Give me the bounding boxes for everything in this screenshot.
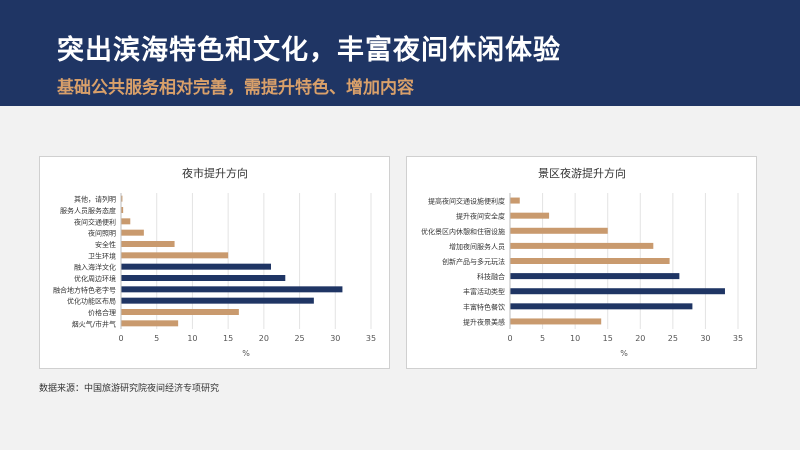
night-market-bar <box>121 263 271 270</box>
scenic-night-tour-category-label: 提升夜景美感 <box>463 317 505 326</box>
page-subtitle: 基础公共服务相对完善，需提升特色、增加内容 <box>57 78 414 98</box>
night-market-bar <box>121 241 175 247</box>
night-market-category-label: 烟火气/市井气 <box>72 319 116 328</box>
night-market-category-label: 夜间照明 <box>88 229 116 238</box>
scenic-night-tour-x-tick-label: 0 <box>507 334 512 343</box>
scenic-night-tour-x-tick-label: 25 <box>668 334 678 343</box>
scenic-night-tour-bar <box>510 212 550 219</box>
scenic-night-tour-category-label: 提升夜间安全度 <box>456 212 505 221</box>
night-market-chart-panel: 夜市提升方向 0 5 10 15 20 25 30 35% 其他，请列明服务人员服务态度夜间交通便… <box>39 156 390 369</box>
scenic-night-tour-chart: 景区夜游提升方向 0 5 10 15 20 25 30 35% 提高夜间交通设施便利度提升夜间安全… <box>421 166 743 358</box>
scenic-night-tour-bar <box>510 273 680 280</box>
scenic-night-tour-category-label: 科技融合 <box>477 272 505 281</box>
scenic-night-tour-bar <box>510 227 608 234</box>
night-market-x-tick-label: 35 <box>366 334 376 343</box>
night-market-bar <box>121 207 124 213</box>
scenic-night-tour-category-label: 优化景区内休憩和住宿设施 <box>421 227 505 236</box>
scenic-night-tour-x-tick-label: 30 <box>700 334 710 343</box>
scenic-night-tour-x-tick-label: 5 <box>540 334 545 343</box>
night-market-bar <box>121 229 144 236</box>
night-market-category-label: 安全性 <box>95 240 116 249</box>
night-market-x-tick-label: 25 <box>294 334 304 343</box>
night-market-x-tick-label: 15 <box>223 334 233 343</box>
night-market-bar <box>121 297 314 304</box>
night-market-x-tick-label: 0 <box>118 334 123 343</box>
scenic-night-tour-category-label: 丰富活动类型 <box>463 287 505 296</box>
scenic-night-tour-category-label: 提高夜间交通设施便利度 <box>428 197 505 206</box>
night-market-chart: 夜市提升方向 0 5 10 15 20 25 30 35% 其他，请列明服务人员服务态度夜间交通便… <box>53 166 376 358</box>
scenic-night-tour-bar <box>510 242 654 249</box>
night-market-bar <box>121 218 131 225</box>
night-market-bar <box>121 286 343 293</box>
night-market-category-label: 融合地方特色老字号 <box>53 285 116 294</box>
night-market-category-label: 卫生环境 <box>88 251 116 260</box>
scenic-night-tour-x-tick-label: 10 <box>570 334 580 343</box>
scenic-night-tour-chart-panel: 景区夜游提升方向 0 5 10 15 20 25 30 35% 提高夜间交通设施便利度提升夜间安全… <box>406 156 757 369</box>
scenic-night-tour-category-label: 增加夜间服务人员 <box>449 242 505 251</box>
scenic-night-tour-bar <box>510 288 725 295</box>
night-market-category-label: 优化周边环境 <box>74 274 116 283</box>
scenic-night-tour-bar <box>510 318 602 325</box>
scenic-night-tour-x-tick-label: 20 <box>635 334 645 343</box>
night-market-category-label: 其他，请列明 <box>74 195 116 204</box>
scenic-night-tour-x-tick-label: 35 <box>733 334 743 343</box>
night-market-x-tick-label: 5 <box>154 334 159 343</box>
night-market-bar <box>121 309 239 315</box>
data-source-note: 数据来源：中国旅游研究院夜间经济专项研究 <box>39 384 220 394</box>
night-market-bar <box>121 195 123 202</box>
night-market-category-label: 服务人员服务态度 <box>60 206 116 215</box>
scenic-night-tour-category-label: 创新产品与多元玩法 <box>442 257 505 266</box>
night-market-x-tick-label: 30 <box>330 334 340 343</box>
night-market-chart-title: 夜市提升方向 <box>182 166 248 180</box>
night-market-x-tick-label: 20 <box>259 334 269 343</box>
scenic-night-tour-bar <box>510 303 693 310</box>
scenic-night-tour-bar <box>510 258 670 264</box>
night-market-category-label: 优化功能区布局 <box>67 297 116 306</box>
night-market-bar <box>121 320 179 327</box>
night-market-category-label: 夜间交通便利 <box>74 217 116 226</box>
scenic-night-tour-x-axis-label: % <box>620 349 628 358</box>
night-market-bar <box>121 275 286 281</box>
scenic-night-tour-category-label: 丰富特色餐饮 <box>463 302 505 311</box>
header-banner: 突出滨海特色和文化，丰富夜间休闲体验 基础公共服务相对完善，需提升特色、增加内容 <box>0 0 800 106</box>
scenic-night-tour-chart-title: 景区夜游提升方向 <box>538 166 626 180</box>
scenic-night-tour-bar <box>510 197 520 204</box>
page-title: 突出滨海特色和文化，丰富夜间休闲体验 <box>57 35 561 66</box>
night-market-x-tick-label: 10 <box>187 334 197 343</box>
scenic-night-tour-x-tick-label: 15 <box>603 334 613 343</box>
night-market-category-label: 融入海洋文化 <box>74 263 116 272</box>
night-market-category-label: 价格合理 <box>88 308 116 317</box>
night-market-bar <box>121 252 229 259</box>
night-market-x-axis-label: % <box>242 349 250 358</box>
